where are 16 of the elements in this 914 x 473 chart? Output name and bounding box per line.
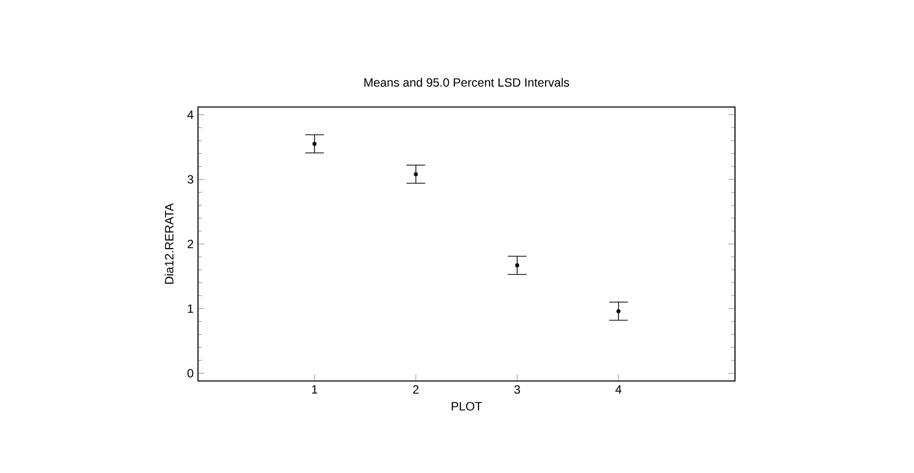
y-tick-label: 3 — [188, 175, 194, 184]
point — [414, 172, 418, 176]
y-axis-title: Dia12.RERATA — [164, 203, 174, 284]
y-tick-label: 0 — [188, 368, 194, 378]
x-axis-title: PLOT — [452, 402, 482, 411]
y-tick-label: 4 — [187, 110, 194, 119]
chart-title: Means and 95.0 Percent LSD Intervals — [364, 78, 570, 87]
y-tick-label: 2 — [188, 240, 194, 248]
x-tick-label: 4 — [615, 385, 622, 394]
y-tick-label: 1 — [188, 304, 194, 313]
point — [515, 263, 520, 268]
x-tick-label: 2 — [413, 385, 419, 394]
x-tick-label: 1 — [312, 385, 318, 394]
x-tick-label: 3 — [514, 385, 520, 394]
point — [312, 142, 317, 146]
point — [616, 309, 620, 314]
